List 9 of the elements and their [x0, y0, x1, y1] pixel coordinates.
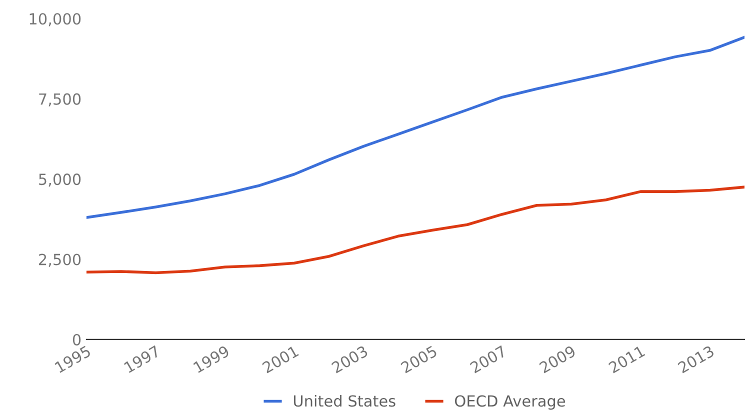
- y-tick-label: 10,000: [30, 13, 81, 26]
- y-tick-label: 0: [72, 334, 81, 346]
- y-tick-label: 5,000: [39, 174, 81, 187]
- line-series: [86, 36, 744, 219]
- legend-label: United States: [294, 394, 396, 407]
- y-tick-label: 2,500: [39, 254, 81, 267]
- line-series: [86, 186, 744, 274]
- legend-label: OECD Average: [454, 395, 566, 410]
- y-tick-label: 7,500: [39, 93, 81, 106]
